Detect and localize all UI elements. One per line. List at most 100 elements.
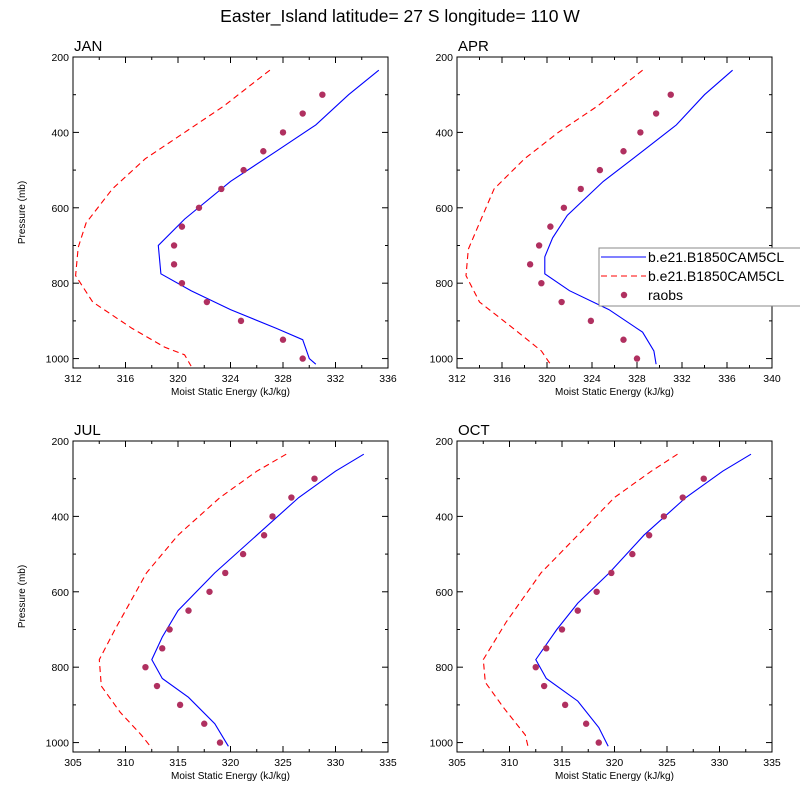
raobs-point xyxy=(279,336,287,343)
y-tick-label: 400 xyxy=(435,127,453,139)
raobs-point xyxy=(166,626,173,633)
x-tick-label: 325 xyxy=(658,757,676,769)
raobs-point xyxy=(260,532,268,539)
x-tick-label: 305 xyxy=(64,757,82,769)
plot-frame xyxy=(72,56,389,369)
x-tick-label: 328 xyxy=(628,373,646,385)
raobs-point xyxy=(577,185,584,193)
y-tick-label: 800 xyxy=(435,278,453,290)
legend-marker xyxy=(620,291,628,299)
x-tick-label: 320 xyxy=(222,757,240,769)
y-tick-label: 400 xyxy=(435,511,453,523)
raobs-point xyxy=(218,185,225,193)
raobs-point xyxy=(633,355,641,362)
model-line-solid xyxy=(535,453,752,747)
raobs-point xyxy=(201,720,208,727)
x-tick-label: 316 xyxy=(493,373,511,385)
x-tick-label: 324 xyxy=(583,373,601,385)
y-tick-label: 200 xyxy=(435,436,453,448)
x-tick-label: 328 xyxy=(274,373,292,385)
y-tick-label: 200 xyxy=(51,436,69,448)
raobs-point xyxy=(170,242,178,249)
y-tick-label: 1000 xyxy=(46,354,70,366)
raobs-point xyxy=(185,607,192,614)
raobs-point xyxy=(216,739,224,746)
y-tick-label: 800 xyxy=(435,662,453,674)
raobs-point xyxy=(561,701,569,709)
raobs-point xyxy=(532,663,539,671)
x-tick-label: 340 xyxy=(763,373,781,385)
raobs-point xyxy=(311,475,318,482)
x-tick-label: 310 xyxy=(117,757,135,769)
x-tick-label: 335 xyxy=(379,757,397,769)
legend: b.e21.B1850CAM5CL b.e21.B1850CAM5CL raobs xyxy=(598,247,800,307)
raobs-point xyxy=(667,91,674,98)
raobs-point xyxy=(629,550,636,558)
x-tick-label: 330 xyxy=(711,757,729,769)
raobs-point xyxy=(608,569,615,577)
x-tick-label: 332 xyxy=(327,373,345,385)
panel-label: JUL xyxy=(74,422,101,439)
raobs-point xyxy=(319,91,326,98)
panel-label: OCT xyxy=(458,422,490,439)
model-line-solid xyxy=(157,69,380,365)
raobs-point xyxy=(593,588,600,595)
y-tick-label: 600 xyxy=(51,203,69,215)
raobs-point xyxy=(299,110,306,117)
chart-panel-apr: APR 312 316 320 324 328 332 336 340 200 400 600 800 1… xyxy=(430,38,781,398)
legend-box xyxy=(598,247,800,307)
x-tick-label: 336 xyxy=(379,373,397,385)
raobs-point xyxy=(558,298,565,306)
raobs-point xyxy=(170,261,178,268)
figure-title: Easter_Island latitude= 27 S longitude= … xyxy=(220,6,580,26)
raobs-point xyxy=(279,129,287,136)
plot-frame xyxy=(72,440,389,753)
x-tick-label: 336 xyxy=(718,373,736,385)
raobs-point xyxy=(178,279,186,287)
raobs-point xyxy=(595,739,602,746)
raobs-point xyxy=(587,317,595,325)
y-tick-label: 1000 xyxy=(46,738,70,750)
raobs-point xyxy=(222,569,229,577)
model-line-dashed xyxy=(98,453,287,749)
y-tick-label: 200 xyxy=(51,52,69,64)
raobs-point xyxy=(547,223,554,230)
y-tick-label: 1000 xyxy=(430,738,454,750)
y-tick-label: 200 xyxy=(435,52,453,64)
y-tick-label: 1000 xyxy=(430,354,454,366)
x-tick-label: 315 xyxy=(553,757,571,769)
chart-panel-jan: JAN 312 316 320 324 328 332 336 200 400 600 800 1000… xyxy=(17,38,397,398)
x-tick-label: 320 xyxy=(606,757,624,769)
raobs-point xyxy=(558,626,566,633)
series-group xyxy=(75,69,380,367)
raobs-point xyxy=(540,682,548,690)
raobs-point xyxy=(637,129,644,136)
raobs-point xyxy=(159,645,166,652)
series-group xyxy=(465,69,733,365)
raobs-point xyxy=(645,532,653,539)
x-tick-label: 320 xyxy=(169,373,187,385)
raobs-point xyxy=(206,588,213,595)
raobs-point xyxy=(620,148,627,155)
series-group xyxy=(482,453,752,749)
raobs-point xyxy=(240,166,247,174)
raobs-point xyxy=(535,242,543,249)
y-tick-label: 600 xyxy=(435,587,453,599)
x-tick-label: 312 xyxy=(64,373,82,385)
raobs-point xyxy=(176,701,184,709)
raobs-point xyxy=(582,720,590,727)
y-tick-label: 600 xyxy=(435,203,453,215)
raobs-point xyxy=(700,475,707,482)
model-line-solid xyxy=(544,69,733,365)
legend-entry-label: b.e21.B1850CAM5CL xyxy=(648,249,784,265)
x-tick-label: 320 xyxy=(538,373,556,385)
raobs-point xyxy=(142,663,149,671)
x-tick-label: 332 xyxy=(673,373,691,385)
y-tick-label: 400 xyxy=(51,127,69,139)
model-line-dashed xyxy=(75,69,271,367)
raobs-point xyxy=(237,317,245,325)
x-tick-label: 335 xyxy=(763,757,781,769)
raobs-point xyxy=(526,261,534,268)
raobs-point xyxy=(269,513,276,520)
